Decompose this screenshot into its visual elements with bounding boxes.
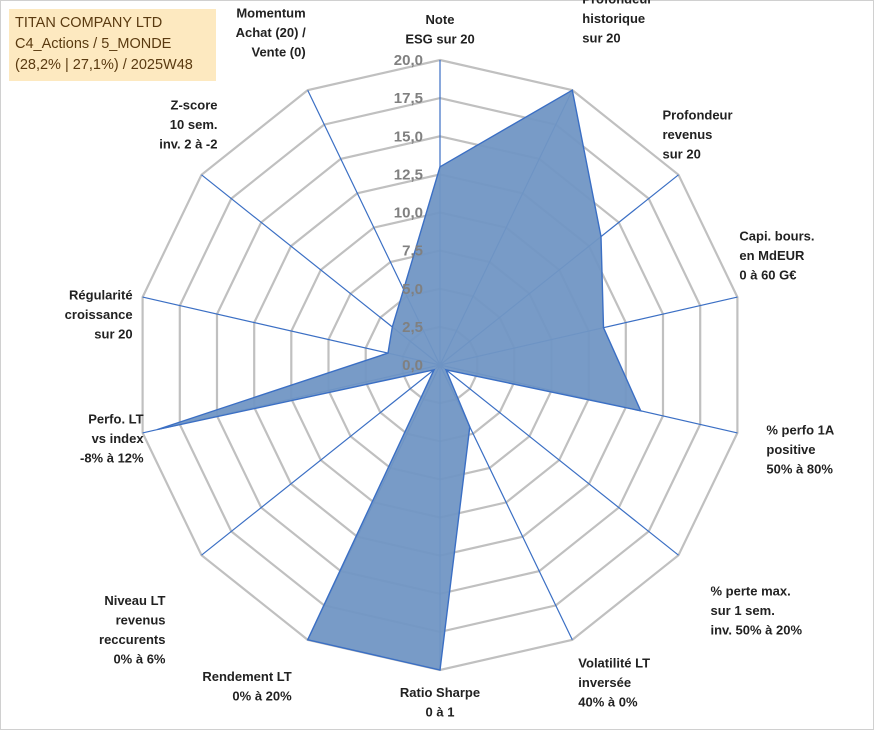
tick-label: 10,0 <box>394 205 423 222</box>
area-layer <box>157 89 642 671</box>
tick-label: 7,5 <box>402 243 423 260</box>
axis-spoke-5 <box>439 364 679 556</box>
axis-label-13: Momentum Achat (20) / Vente (0) <box>236 6 306 60</box>
axis-label-1: Profondeurhistoriquesur 20 <box>582 0 652 46</box>
axis-label-3: Capi. bours. en MdEUR 0 à 60 G€ <box>739 229 814 283</box>
tick-label: 12,5 <box>394 166 423 183</box>
tick-layer: 0,0 2,5 5,0 7,5 10,0 12,5 15,0 17,5 20,0 <box>394 52 423 374</box>
axis-label-5: % perte max. sur 1 sem. inv. 50% à 20% <box>711 584 803 638</box>
axis-spoke-9 <box>201 364 441 556</box>
performance-week: (28,2% | 27,1%) / 2025W48 <box>15 57 193 73</box>
company-name: TITAN COMPANY LTD <box>15 15 163 31</box>
tick-label: 20,0 <box>394 52 423 69</box>
axis-label-0: Note ESG sur 20 <box>405 12 474 47</box>
tick-label: 2,5 <box>402 319 423 336</box>
tick-label: 15,0 <box>394 128 423 145</box>
axis-label-10: Perfo. LT vs index -8% à 12% <box>80 411 144 465</box>
axis-label-9: Niveau LT revenus reccurents 0% à 6% <box>99 593 166 667</box>
axis-label-6: Volatilité LT inversée 40% à 0% <box>578 655 650 709</box>
portfolio-category: C4_Actions / 5_MONDE <box>15 36 172 52</box>
axis-label-2: Profondeur revenus sur 20 <box>663 107 733 161</box>
series-area <box>157 89 642 671</box>
axis-label-7: Ratio Sharpe 0 à 1 <box>400 685 480 720</box>
tick-label: 17,5 <box>394 90 423 107</box>
axis-label-12: Z-score 10 sem. inv. 2 à -2 <box>159 97 217 151</box>
tick-label: 5,0 <box>402 281 423 298</box>
axis-label-11: Régularité croissance sur 20 <box>65 288 133 342</box>
tick-label: 0,0 <box>402 357 423 374</box>
axis-label-4: % perfo 1A positive 50% à 80% <box>766 422 835 476</box>
axis-label-8: Rendement LT 0% à 20% <box>202 669 292 704</box>
title-box: TITAN COMPANY LTD C4_Actions / 5_MONDE (… <box>9 9 216 81</box>
